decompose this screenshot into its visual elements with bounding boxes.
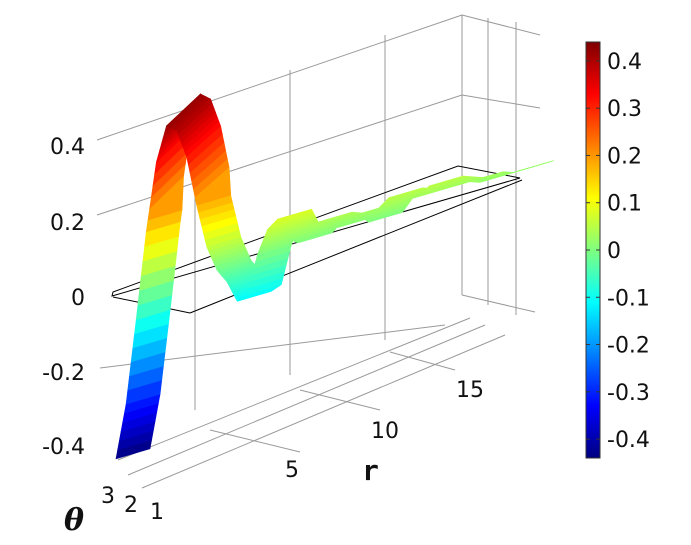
grid-line-side: [461, 294, 536, 313]
floor-tick-line: [389, 351, 456, 371]
theta-tick-label: 2: [124, 493, 138, 518]
theta-tick-label: 1: [150, 500, 164, 525]
surface-patch: [518, 160, 555, 172]
grid-line-side: [461, 94, 541, 109]
colorbar-tick-label: 0.1: [607, 192, 642, 217]
r-axis-ticks: 5 10 15: [285, 378, 484, 483]
floor-tick-line: [299, 389, 381, 411]
z-tick-label: -0.2: [42, 361, 85, 386]
x-axis-label: r: [362, 454, 379, 487]
colorbar-tick-label: 0.4: [607, 50, 642, 75]
colorbar-tick-label: -0.1: [607, 286, 650, 311]
colorbar: 0.4 0.3 0.2 0.1 0 -0.1 -0.2 -0.3 -0.4: [585, 41, 650, 459]
colorbar-tick-label: 0: [607, 239, 621, 264]
z-axis-ticks: 0.4 0.2 0 -0.2 -0.4: [42, 135, 85, 460]
z-tick-label: 0.2: [50, 211, 85, 236]
colorbar-tick-label: -0.4: [607, 428, 650, 453]
surface: [115, 93, 555, 460]
floor-tick-line: [209, 429, 301, 453]
floor-line: [141, 334, 506, 489]
grid-line-horizontal: [96, 14, 463, 141]
colorbar-tick-label: 0.3: [607, 97, 642, 122]
z-tick-label: 0.4: [50, 135, 85, 160]
floor-line: [117, 317, 471, 461]
floor-line: [127, 324, 486, 476]
colorbar-ticks: 0.4 0.3 0.2 0.1 0 -0.1 -0.2 -0.3 -0.4: [586, 50, 650, 453]
colorbar-tick-label: 0.2: [607, 144, 642, 169]
colorbar-tick-label: -0.2: [607, 334, 650, 359]
grid-line-side: [461, 14, 541, 36]
y-axis-label: θ: [64, 503, 84, 538]
r-tick-label: 10: [371, 419, 399, 444]
colorbar-tick-label: -0.3: [607, 381, 650, 406]
theta-tick-label: 3: [101, 484, 115, 509]
r-tick-label: 15: [456, 378, 484, 403]
r-tick-label: 5: [285, 458, 299, 483]
z-tick-label: -0.4: [42, 435, 85, 460]
z-tick-label: 0: [71, 286, 85, 311]
